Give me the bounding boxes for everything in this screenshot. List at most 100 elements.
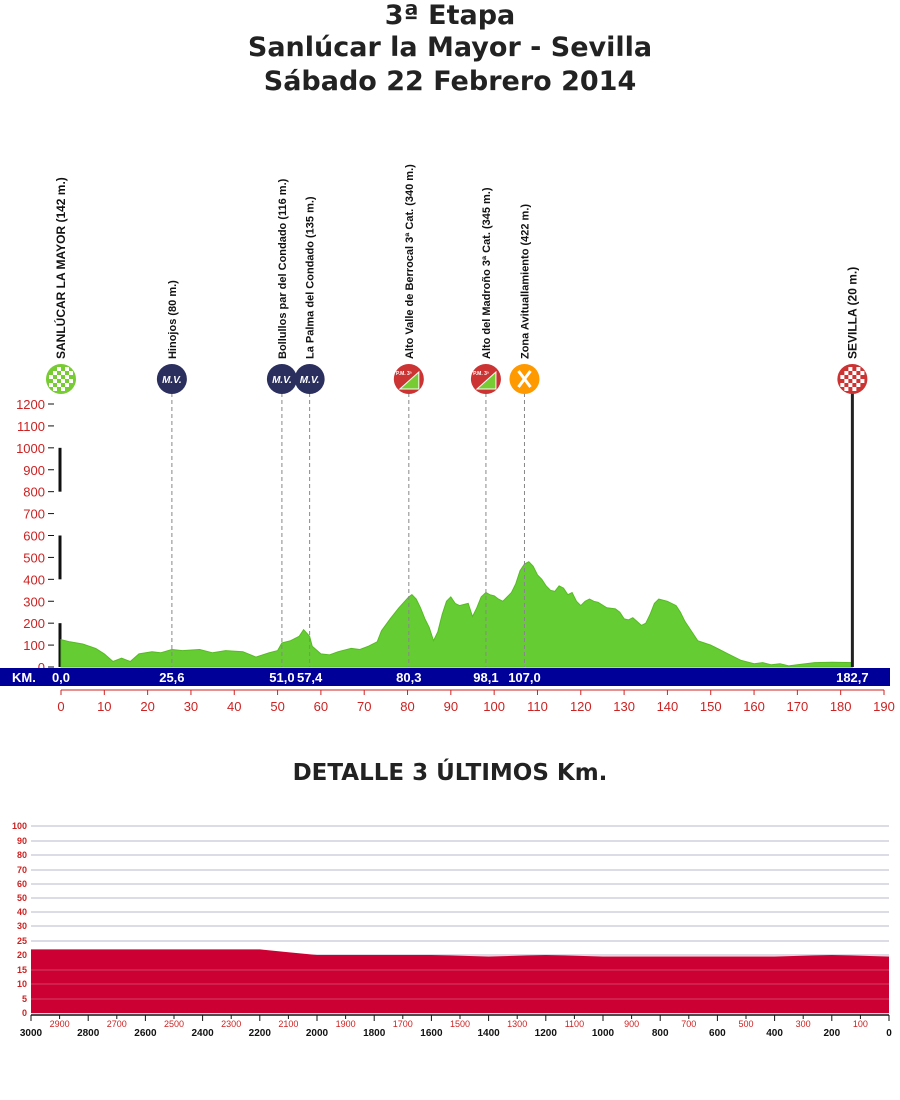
mountain-pass-icon: P.M. 3ª bbox=[470, 364, 501, 394]
stage-title: 3ª Etapa bbox=[384, 0, 516, 31]
detail-x-tick-label: 3000 bbox=[20, 1028, 43, 1039]
detail-x-tick-label: 400 bbox=[766, 1028, 783, 1039]
point-km-label: 25,6 bbox=[159, 670, 184, 685]
point-km-label: 107,0 bbox=[508, 670, 541, 685]
point-km-label: 57,4 bbox=[297, 670, 323, 685]
detail-y-tick-label: 80 bbox=[17, 850, 27, 860]
badge-text: M.V. bbox=[162, 375, 182, 386]
finish-checkered-red-icon bbox=[837, 364, 868, 394]
detail-y-tick-label: 60 bbox=[17, 879, 27, 889]
badge-text: P.M. 3ª bbox=[473, 371, 489, 377]
point-label: SEVILLA (20 m.) bbox=[845, 267, 859, 359]
x-tick-label: 30 bbox=[184, 699, 198, 714]
detail-x-minor-label: 2100 bbox=[278, 1019, 298, 1029]
detail-x-minor-label: 1500 bbox=[450, 1019, 470, 1029]
detail-y-tick-label: 70 bbox=[17, 865, 27, 875]
point-label: La Palma del Condado (135 m.) bbox=[305, 196, 317, 359]
detail-x-minor-label: 1100 bbox=[565, 1019, 584, 1029]
y-tick-label: 700 bbox=[23, 507, 45, 522]
detail-profile-chart: 0 5 10 15 20 25 30 40 50 60 70 80 90 100 3000 2800 2600 2… bbox=[12, 821, 892, 1039]
detail-x-tick-label: 800 bbox=[652, 1028, 669, 1039]
x-tick-label: 10 bbox=[97, 699, 111, 714]
km-bar-label: KM. bbox=[12, 670, 36, 685]
mv-badge-icon: M.V. bbox=[266, 364, 297, 394]
detail-y-tick-label: 40 bbox=[17, 907, 27, 917]
detail-x-minor-label: 1700 bbox=[393, 1019, 413, 1029]
detail-y-tick-label: 10 bbox=[17, 979, 27, 989]
point-km-label: 182,7 bbox=[836, 670, 869, 685]
x-tick-label: 130 bbox=[613, 699, 635, 714]
x-tick-label: 100 bbox=[483, 699, 505, 714]
detail-x-minor-label: 2900 bbox=[50, 1019, 70, 1029]
x-tick-label: 160 bbox=[743, 699, 765, 714]
detail-x-tick-label: 0 bbox=[886, 1028, 892, 1039]
detail-x-minor-label: 2500 bbox=[164, 1019, 184, 1029]
detail-x-tick-label: 2000 bbox=[306, 1028, 329, 1039]
detail-x-minor-label: 1300 bbox=[507, 1019, 527, 1029]
point-km-label: 80,3 bbox=[396, 670, 421, 685]
detail-x-tick-label: 1800 bbox=[363, 1028, 386, 1039]
x-tick-label: 190 bbox=[873, 699, 895, 714]
detail-y-tick-label: 15 bbox=[17, 965, 27, 975]
detail-x-minor-label: 100 bbox=[853, 1019, 868, 1029]
stage-route: Sanlúcar la Mayor - Sevilla bbox=[247, 32, 653, 63]
point-km-label: 98,1 bbox=[473, 670, 498, 685]
y-tick-label: 200 bbox=[23, 616, 45, 631]
detail-y-tick-label: 20 bbox=[17, 950, 27, 960]
stage-profile-chart: 0100200300400500600700800900100011001200… bbox=[0, 164, 895, 714]
x-tick-label: 80 bbox=[400, 699, 414, 714]
x-tick-label: 20 bbox=[140, 699, 154, 714]
badge-text: P.M. 3ª bbox=[396, 371, 412, 377]
detail-x-minor-label: 500 bbox=[738, 1019, 753, 1029]
detail-title: DETALLE 3 ÚLTIMOS Km. bbox=[292, 760, 608, 786]
x-tick-label: 140 bbox=[657, 699, 679, 714]
x-tick-label: 40 bbox=[227, 699, 241, 714]
point-km-label: 51,0 bbox=[269, 670, 294, 685]
x-tick-label: 180 bbox=[830, 699, 852, 714]
detail-x-tick-label: 2800 bbox=[77, 1028, 100, 1039]
start-checkered-green-icon bbox=[46, 364, 76, 394]
x-tick-label: 50 bbox=[270, 699, 284, 714]
y-tick-label: 0 bbox=[38, 660, 45, 675]
detail-y-tick-label: 30 bbox=[17, 921, 27, 931]
detail-x-tick-label: 2600 bbox=[134, 1028, 157, 1039]
detail-x-tick-label: 1400 bbox=[477, 1028, 500, 1039]
detail-x-minor-label: 700 bbox=[681, 1019, 696, 1029]
y-tick-label: 1000 bbox=[16, 441, 45, 456]
detail-y-tick-label: 50 bbox=[17, 893, 27, 903]
point-label: SANLÚCAR LA MAYOR (142 m.) bbox=[53, 177, 68, 359]
y-tick-label: 400 bbox=[23, 572, 45, 587]
y-tick-label: 100 bbox=[23, 638, 45, 653]
y-tick-label: 900 bbox=[23, 463, 45, 478]
y-tick-label: 1100 bbox=[17, 419, 45, 434]
y-tick-label: 600 bbox=[23, 529, 45, 544]
detail-x-minor-label: 300 bbox=[796, 1019, 811, 1029]
point-km-label: 0,0 bbox=[52, 670, 70, 685]
y-tick-label: 800 bbox=[23, 485, 45, 500]
x-tick-label: 150 bbox=[700, 699, 722, 714]
detail-x-tick-label: 1600 bbox=[420, 1028, 443, 1039]
detail-x-tick-label: 1200 bbox=[535, 1028, 558, 1039]
badge-text: M.V. bbox=[272, 375, 292, 386]
km-bar bbox=[0, 668, 890, 686]
detail-profile-area bbox=[31, 949, 889, 1013]
point-label: Hinojos (80 m.) bbox=[167, 280, 179, 359]
stage-date: Sábado 22 Febrero 2014 bbox=[263, 66, 637, 97]
detail-y-tick-label: 90 bbox=[17, 836, 27, 846]
detail-x-tick-label: 1000 bbox=[592, 1028, 615, 1039]
x-tick-label: 170 bbox=[787, 699, 809, 714]
detail-x-minor-label: 900 bbox=[624, 1019, 639, 1029]
elevation-profile-area bbox=[60, 561, 853, 668]
detail-x-tick-label: 200 bbox=[823, 1028, 840, 1039]
detail-x-minor-label: 2700 bbox=[107, 1019, 127, 1029]
mv-badge-icon: M.V. bbox=[156, 364, 187, 394]
detail-x-tick-label: 2200 bbox=[249, 1028, 272, 1039]
detail-y-tick-label: 100 bbox=[12, 821, 27, 831]
point-label: Zona Avituallamiento (422 m.) bbox=[519, 204, 531, 359]
detail-x-tick-label: 600 bbox=[709, 1028, 726, 1039]
detail-y-tick-label: 5 bbox=[22, 994, 27, 1004]
point-label: Bollullos par del Condado (116 m.) bbox=[277, 178, 289, 359]
detail-x-minor-label: 1900 bbox=[336, 1019, 356, 1029]
detail-y-tick-label: 25 bbox=[17, 936, 27, 946]
feed-zone-icon bbox=[509, 364, 540, 394]
